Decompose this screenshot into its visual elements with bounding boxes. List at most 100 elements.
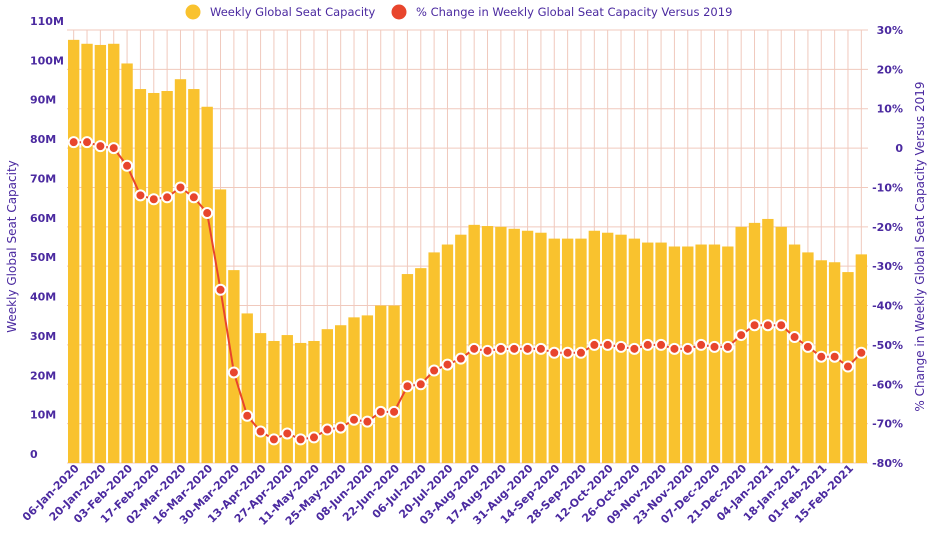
pct-change-point [601, 338, 614, 351]
y-tick-label: 40M [30, 291, 56, 304]
pct-change-point [348, 413, 361, 426]
pct-change-point [801, 340, 814, 353]
pct-change-point [548, 346, 561, 359]
legend-label-pct-change: % Change in Weekly Global Seat Capacity … [416, 5, 732, 19]
bar [294, 342, 307, 463]
bar [134, 89, 147, 463]
y-tick-label: 110M [30, 15, 64, 28]
pct-change-point [107, 142, 120, 155]
pct-change-point [534, 342, 547, 355]
y-tick-label: 60M [30, 212, 56, 225]
bar [415, 268, 427, 463]
pct-change-point [121, 159, 134, 172]
pct-change-point [361, 415, 374, 428]
pct-change-point [748, 319, 761, 332]
bar [188, 89, 200, 463]
pct-change-point [321, 423, 334, 436]
y2-tick-label: 10% [877, 103, 903, 116]
pct-change-point [815, 350, 828, 363]
pct-change-point [388, 405, 401, 418]
y2-tick-label: -80% [872, 457, 903, 470]
pct-change-point [561, 346, 574, 359]
bar [722, 246, 734, 463]
bar [428, 252, 440, 463]
bar [775, 226, 787, 463]
pct-change-point [334, 421, 347, 434]
legend-marker-capacity [185, 4, 201, 20]
y-tick-label: 0 [30, 448, 38, 461]
y-tick-label: 10M [30, 409, 56, 422]
y2-tick-label: 0 [895, 142, 903, 155]
y-tick-label: 30M [30, 330, 56, 343]
pct-change-point [147, 193, 160, 206]
bar [321, 329, 333, 463]
pct-change-point [668, 342, 681, 355]
pct-change-point [588, 338, 601, 351]
pct-change-point [788, 331, 801, 344]
bar [335, 325, 347, 463]
bar [762, 218, 774, 463]
pct-change-point [494, 342, 507, 355]
bar [401, 274, 414, 463]
pct-change-point [134, 189, 147, 202]
bar [481, 226, 494, 463]
bar [268, 340, 280, 463]
pct-change-point [735, 329, 748, 342]
bar [161, 91, 173, 463]
bar [695, 244, 707, 463]
y2-tick-label: -60% [872, 378, 903, 391]
bar [214, 189, 227, 463]
bar [348, 317, 360, 463]
pct-change-point [281, 427, 294, 440]
pct-change-point [428, 364, 441, 377]
pct-change-point [227, 366, 240, 379]
y2-tick-label: 20% [877, 63, 903, 76]
pct-change-point [761, 319, 774, 332]
y-tick-label: 90M [30, 94, 56, 107]
bar [388, 305, 400, 463]
pct-change-point [307, 431, 320, 444]
bar [108, 43, 120, 463]
legend-marker-pct-change [391, 4, 407, 20]
pct-change-point [481, 344, 494, 357]
y-tick-label: 70M [30, 172, 56, 185]
pct-change-point [214, 283, 227, 296]
pct-change-point [695, 338, 708, 351]
bar [655, 242, 667, 463]
pct-change-point [775, 319, 788, 332]
bar [94, 44, 107, 463]
pct-change-point [841, 360, 854, 373]
bar [121, 63, 133, 463]
pct-change-point [628, 342, 641, 355]
pct-change-point [708, 340, 721, 353]
pct-change-point [254, 425, 267, 438]
bar [735, 226, 747, 463]
bar [281, 335, 293, 463]
pct-change-point [174, 181, 187, 194]
pct-change-point [161, 191, 174, 204]
bar [254, 333, 267, 463]
pct-change-point [441, 358, 454, 371]
bar [361, 315, 374, 463]
bar [148, 92, 160, 464]
bar [708, 244, 721, 463]
y2-tick-label: -50% [872, 339, 903, 352]
bar [308, 340, 320, 463]
bar [802, 252, 814, 463]
pct-change-point [241, 409, 254, 422]
y2-tick-label: -70% [872, 418, 903, 431]
pct-change-point [681, 342, 694, 355]
y-tick-label: 80M [30, 133, 56, 146]
bar [788, 244, 801, 463]
pct-change-point [294, 433, 307, 446]
pct-change-point [855, 346, 868, 359]
bar [441, 244, 454, 463]
bar [748, 222, 761, 463]
pct-change-point [615, 340, 628, 353]
bar [201, 106, 213, 463]
y2-tick-label: -30% [872, 260, 903, 273]
bar [81, 43, 93, 463]
pct-change-point [521, 342, 534, 355]
y-tick-label: 20M [30, 369, 56, 382]
bar [241, 313, 253, 463]
